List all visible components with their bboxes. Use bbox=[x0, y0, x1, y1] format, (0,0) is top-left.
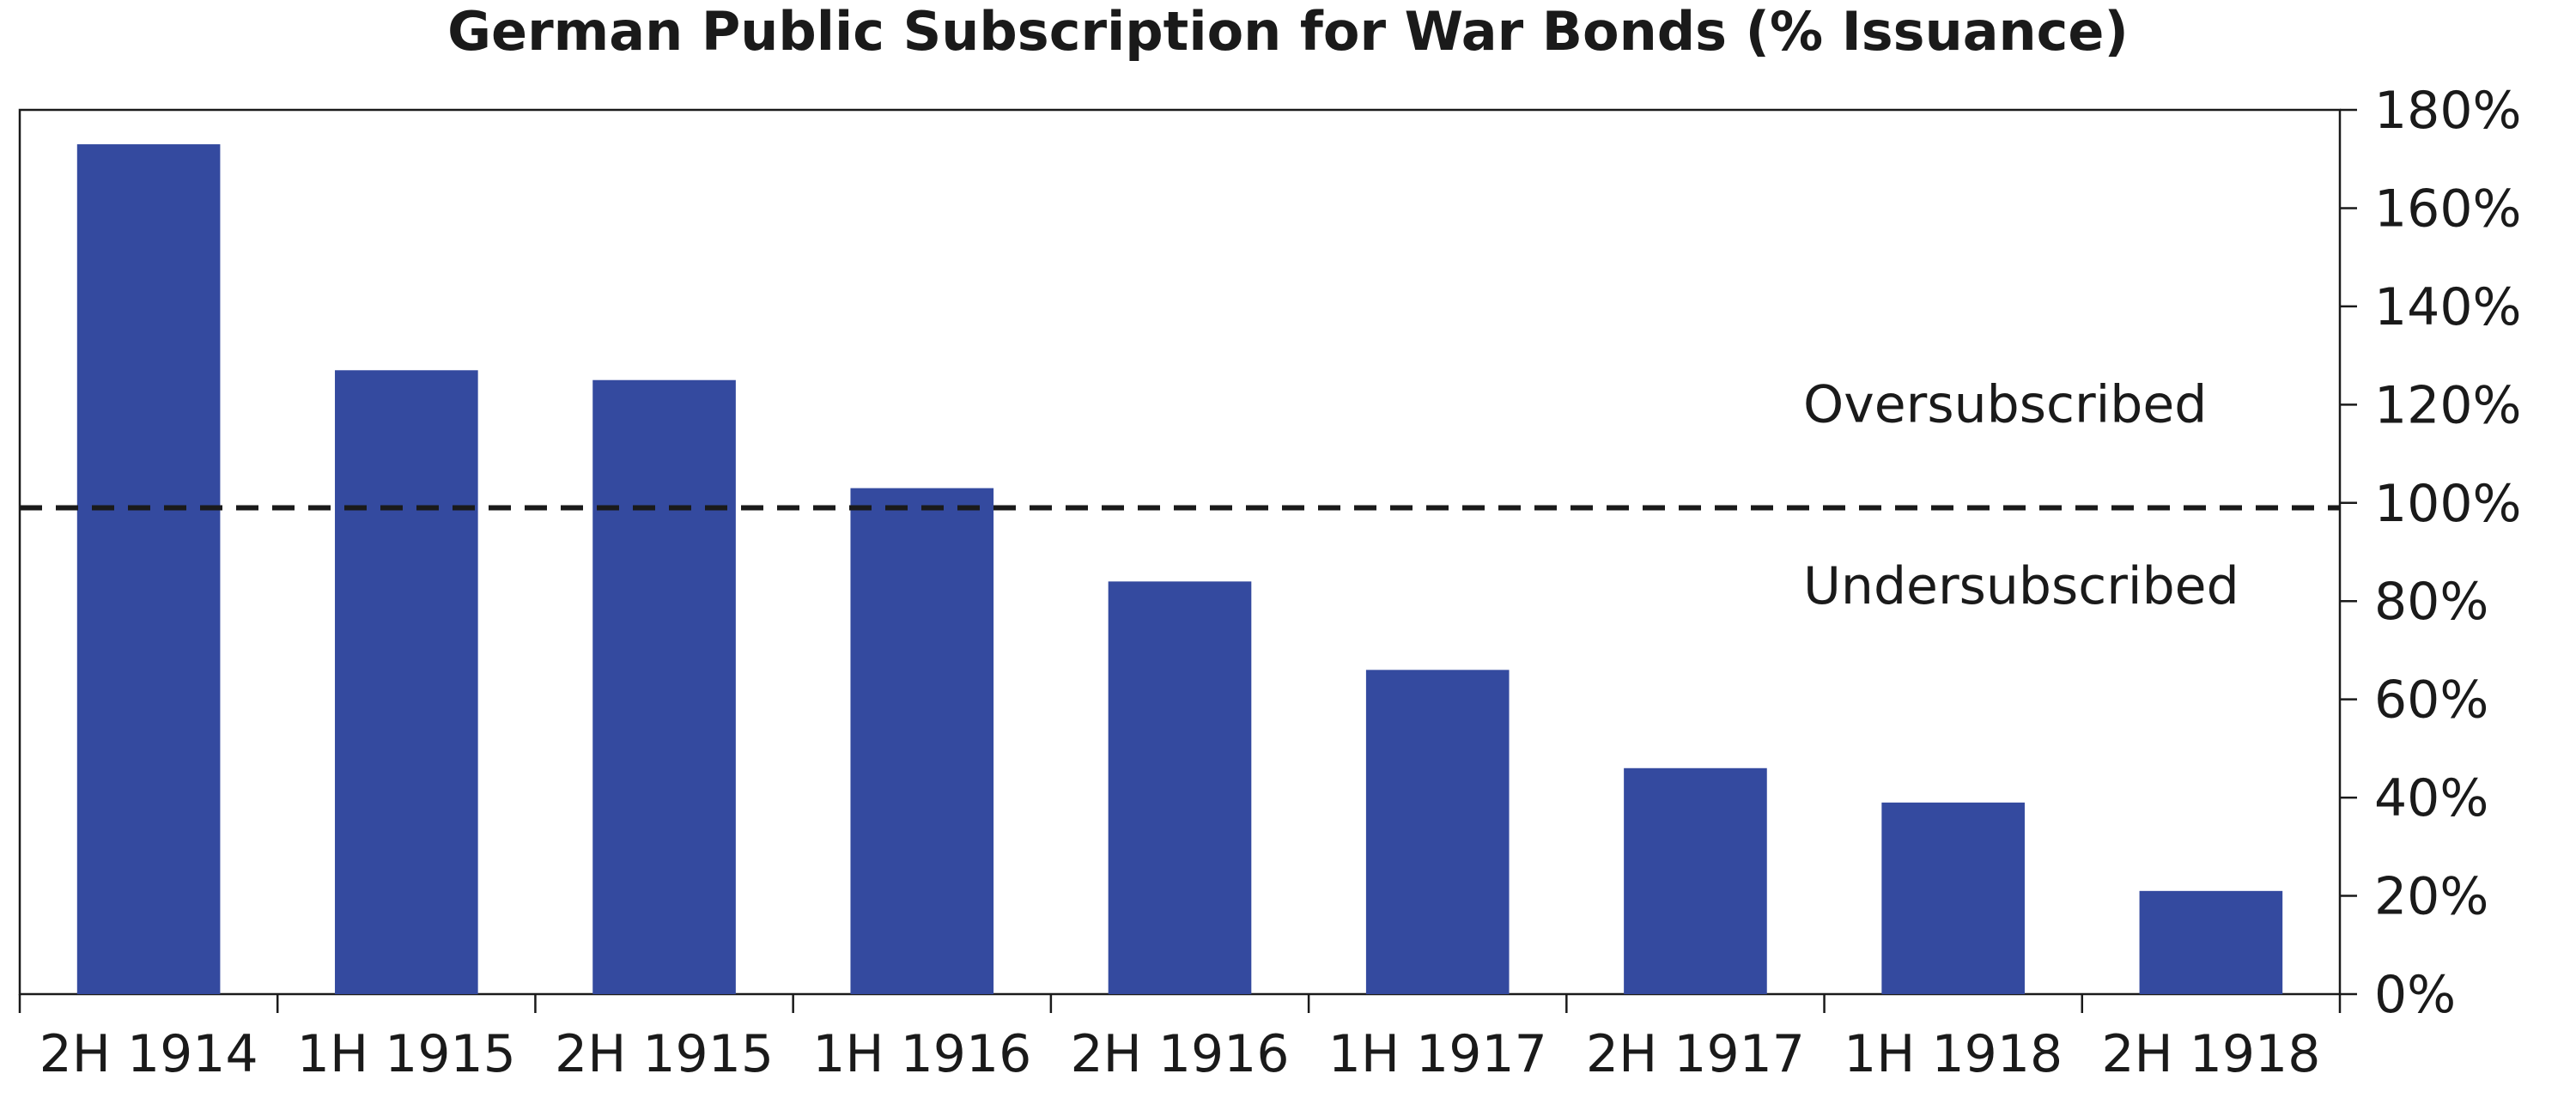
bar bbox=[1881, 802, 2025, 994]
x-tick-label: 2H 1914 bbox=[39, 1024, 258, 1084]
x-tick-label: 2H 1917 bbox=[1586, 1024, 1805, 1084]
x-tick-label: 1H 1915 bbox=[297, 1024, 516, 1084]
y-tick-label: 60% bbox=[2374, 670, 2488, 731]
bar bbox=[592, 379, 736, 994]
x-tick-label: 1H 1917 bbox=[1328, 1024, 1547, 1084]
x-tick-label: 1H 1916 bbox=[812, 1024, 1031, 1084]
y-tick-label: 0% bbox=[2374, 965, 2456, 1025]
bar bbox=[76, 144, 221, 995]
bar bbox=[1108, 581, 1252, 994]
bar bbox=[850, 488, 994, 994]
x-tick-label: 1H 1918 bbox=[1844, 1024, 2063, 1084]
x-tick-label: 2H 1918 bbox=[2101, 1024, 2320, 1084]
bar bbox=[2139, 890, 2283, 994]
annotation-undersubscribed: Undersubscribed bbox=[1803, 556, 2239, 616]
x-tick-label: 2H 1915 bbox=[555, 1024, 774, 1084]
y-tick-label: 80% bbox=[2374, 572, 2488, 632]
y-tick-label: 120% bbox=[2374, 375, 2522, 435]
plot-area: 2H 1914 1H 1915 2H 1915 1H 1916 2H 1916 1H 19… bbox=[18, 81, 2522, 1084]
y-tick-label: 100% bbox=[2374, 474, 2522, 534]
y-tick-label: 140% bbox=[2374, 277, 2522, 337]
bar bbox=[1624, 767, 1767, 994]
annotation-oversubscribed: Oversubscribed bbox=[1803, 374, 2207, 434]
bar bbox=[335, 370, 478, 994]
chart-title: German Public Subscription for War Bonds… bbox=[447, 0, 2129, 63]
y-tick-label: 180% bbox=[2374, 81, 2522, 141]
bar bbox=[1365, 670, 1510, 994]
y-tick-label: 40% bbox=[2374, 768, 2488, 828]
y-tick-label: 20% bbox=[2374, 867, 2488, 927]
y-tick-label: 160% bbox=[2374, 179, 2522, 239]
x-tick-label: 2H 1916 bbox=[1070, 1024, 1289, 1084]
